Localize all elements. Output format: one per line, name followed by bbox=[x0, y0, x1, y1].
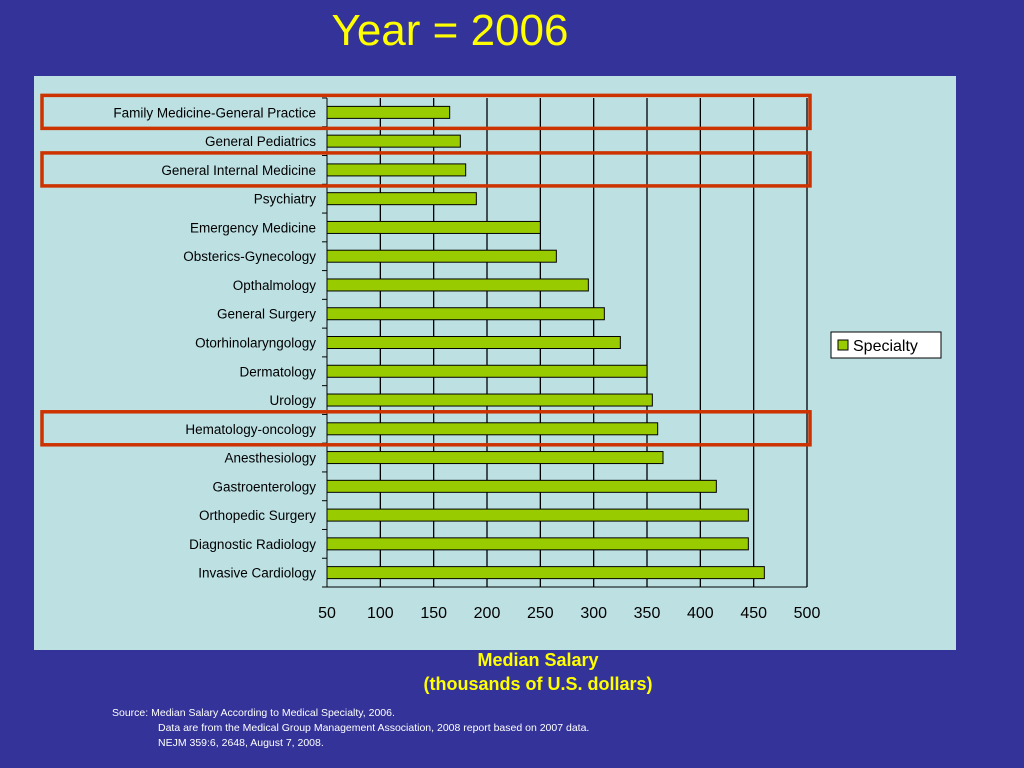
source-line-3: NEJM 359:6, 2648, August 7, 2008. bbox=[158, 737, 324, 749]
bar bbox=[326, 220, 541, 234]
bar bbox=[326, 479, 717, 493]
x-tick-label: 500 bbox=[794, 605, 821, 622]
source-line-2: Data are from the Medical Group Manageme… bbox=[158, 722, 590, 734]
x-axis-label-line-2: (thousands of U.S. dollars) bbox=[423, 674, 653, 694]
category-label: General Pediatrics bbox=[205, 134, 316, 149]
legend-box bbox=[830, 331, 942, 359]
category-label: Gastroenterology bbox=[212, 479, 316, 494]
bar bbox=[326, 278, 589, 292]
slide-title: Year = 2006 bbox=[331, 6, 569, 55]
category-label: General Internal Medicine bbox=[161, 163, 316, 178]
x-tick-label: 200 bbox=[474, 605, 501, 622]
category-label: Orthopedic Surgery bbox=[199, 508, 316, 523]
category-label: Opthalmology bbox=[233, 278, 317, 293]
category-label: Urology bbox=[269, 393, 316, 408]
x-tick-label: 150 bbox=[420, 605, 447, 622]
category-label: Obsterics-Gynecology bbox=[183, 249, 316, 264]
legend-swatch bbox=[837, 339, 849, 351]
bar bbox=[326, 422, 659, 436]
bar bbox=[326, 393, 653, 407]
category-label: Otorhinolaryngology bbox=[195, 336, 316, 351]
x-tick-label: 450 bbox=[740, 605, 767, 622]
x-axis-label-line-1: Median Salary bbox=[477, 650, 599, 670]
bars bbox=[326, 105, 765, 580]
x-tick-label: 400 bbox=[687, 605, 714, 622]
source-line-1: Source: Median Salary According to Medic… bbox=[112, 707, 395, 719]
bar bbox=[326, 566, 765, 580]
highlight-box bbox=[40, 151, 812, 188]
bar bbox=[326, 134, 461, 148]
category-label: Dermatology bbox=[239, 364, 316, 379]
category-label: Diagnostic Radiology bbox=[189, 537, 316, 552]
salary-bar-chart: Family Medicine-General Practice General … bbox=[40, 93, 942, 622]
bar bbox=[326, 537, 749, 551]
legend-entry: Specialty bbox=[853, 338, 918, 355]
bar bbox=[326, 307, 605, 321]
category-label: Psychiatry bbox=[254, 192, 317, 207]
legend: Specialty bbox=[830, 331, 942, 359]
category-label: Invasive Cardiology bbox=[198, 566, 316, 581]
x-tick-labels: 50 100 150 200 250 300 350 400 450 500 bbox=[318, 605, 820, 622]
x-tick-label: 250 bbox=[527, 605, 554, 622]
bar bbox=[326, 508, 749, 522]
highlight-box bbox=[40, 410, 812, 447]
bar bbox=[326, 336, 621, 349]
category-label: Anesthesiology bbox=[224, 451, 316, 466]
category-label: Hematology-oncology bbox=[185, 422, 316, 437]
source-note: Source: Median Salary According to Medic… bbox=[112, 706, 589, 751]
x-tick-label: 50 bbox=[318, 605, 336, 622]
category-label: Emergency Medicine bbox=[190, 220, 316, 235]
x-tick-label: 100 bbox=[367, 605, 394, 622]
category-label: General Surgery bbox=[217, 307, 316, 322]
bar bbox=[326, 364, 648, 378]
bar bbox=[326, 249, 557, 263]
highlight-boxes bbox=[40, 93, 812, 447]
bar bbox=[326, 105, 451, 119]
bar bbox=[326, 163, 467, 177]
bar bbox=[326, 192, 477, 206]
bar bbox=[326, 451, 664, 465]
x-tick-label: 350 bbox=[634, 605, 661, 622]
x-axis-label: Median Salary (thousands of U.S. dollars… bbox=[330, 648, 746, 696]
highlight-box bbox=[40, 93, 812, 131]
x-tick-label: 300 bbox=[580, 605, 607, 622]
category-labels: Family Medicine-General Practice General … bbox=[113, 105, 316, 580]
chart-panel: Family Medicine-General Practice General … bbox=[34, 76, 956, 650]
category-label: Family Medicine-General Practice bbox=[113, 105, 316, 120]
